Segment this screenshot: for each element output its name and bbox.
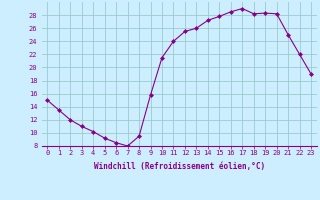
X-axis label: Windchill (Refroidissement éolien,°C): Windchill (Refroidissement éolien,°C) xyxy=(94,162,265,171)
